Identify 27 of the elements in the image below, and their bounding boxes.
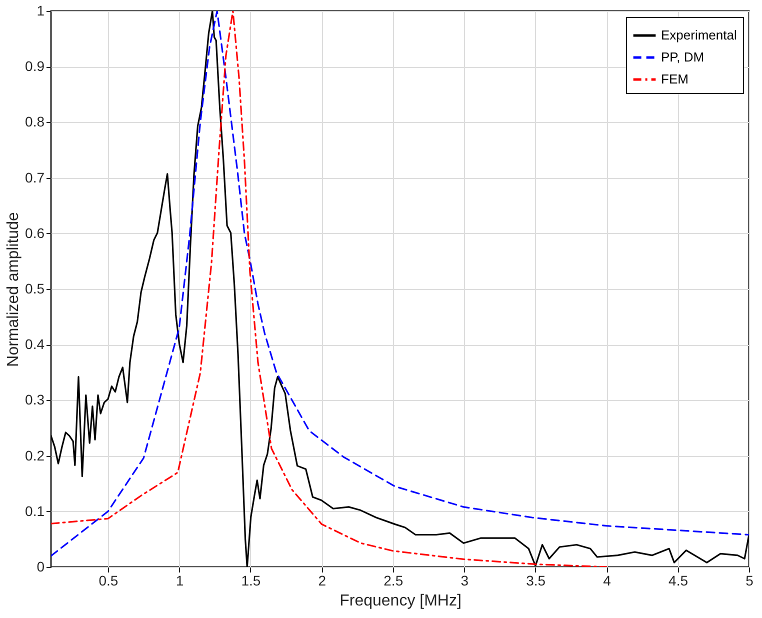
x-tick-label: 2 bbox=[318, 572, 326, 588]
x-tick-label: 0.5 bbox=[98, 572, 118, 588]
y-tick-label: 0.7 bbox=[25, 169, 45, 186]
x-tick-label: 4 bbox=[603, 572, 612, 588]
line-series bbox=[51, 11, 608, 567]
x-tick-label: 4.5 bbox=[668, 572, 688, 588]
y-tick-label: 0.2 bbox=[25, 447, 45, 464]
legend-label: PP, DM bbox=[661, 50, 704, 64]
x-tick-label: 3 bbox=[460, 572, 469, 588]
x-axis-title: Frequency [MHz] bbox=[340, 592, 462, 610]
y-tick-label: 0.3 bbox=[25, 392, 45, 408]
y-axis-title: Normalized amplitude bbox=[5, 212, 22, 367]
x-tick-label: 3.5 bbox=[526, 572, 546, 588]
legend-label: FEM bbox=[661, 72, 688, 86]
y-tick-label: 0.1 bbox=[25, 502, 45, 519]
y-tick-label: 0.9 bbox=[25, 58, 45, 74]
y-tick-label: 0 bbox=[36, 558, 45, 574]
y-tick-label: 0.5 bbox=[25, 280, 45, 296]
x-tick-label: 1 bbox=[176, 572, 184, 588]
x-tick-label: 1.5 bbox=[241, 572, 261, 588]
legend-label: Experimental bbox=[661, 28, 737, 42]
x-tick-label: 5 bbox=[746, 572, 754, 588]
y-tick-label: 0.6 bbox=[25, 224, 45, 241]
y-tick-label: 0.4 bbox=[25, 336, 45, 352]
x-tick-label: 2.5 bbox=[384, 572, 404, 588]
y-tick-label: 0.8 bbox=[25, 114, 45, 130]
y-tick-label: 1 bbox=[36, 2, 45, 18]
